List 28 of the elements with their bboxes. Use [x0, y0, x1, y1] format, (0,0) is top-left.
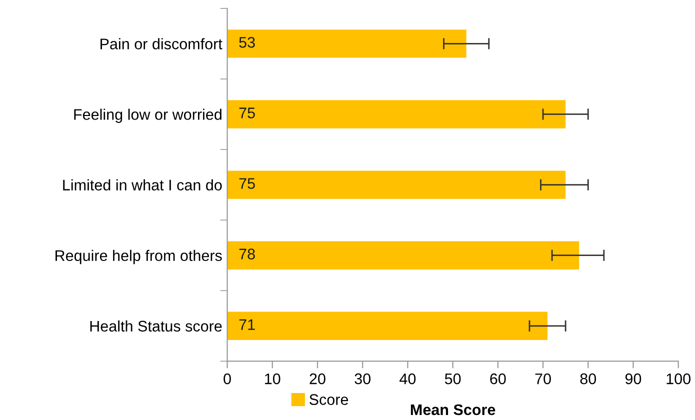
x-tick-label: 70: [535, 373, 551, 384]
x-tick-label: 0: [224, 373, 231, 384]
y-tick-label: Pain or discomfort: [100, 38, 222, 50]
data-label: 75: [239, 108, 255, 118]
y-tick-label: Health Status score: [90, 320, 222, 332]
bar: [227, 312, 548, 340]
data-label: 78: [239, 248, 255, 260]
bar: [227, 30, 466, 58]
bar: [227, 170, 566, 199]
data-label: 53: [239, 36, 255, 48]
x-tick-label: 60: [490, 373, 506, 384]
x-tick-label: 90: [625, 373, 642, 384]
data-label: 71: [239, 319, 255, 330]
legend-label: Score: [310, 394, 348, 405]
x-tick-label: 100: [666, 373, 690, 384]
x-tick-label: 80: [580, 373, 596, 384]
x-tick-label: 30: [354, 373, 370, 384]
x-tick-label: 50: [444, 373, 461, 384]
data-label: 75: [239, 178, 255, 189]
y-tick-label: Limited in what I can do: [63, 179, 222, 190]
x-axis-title: Mean Score: [410, 404, 496, 416]
x-tick-label: 20: [310, 373, 326, 384]
y-tick-label: Feeling low or worried: [74, 108, 222, 123]
x-tick-label: 40: [400, 373, 416, 384]
y-tick-label: Require help from others: [56, 250, 222, 264]
bar: [227, 241, 580, 270]
bar: [227, 100, 566, 128]
x-tick-label: 10: [265, 373, 280, 384]
